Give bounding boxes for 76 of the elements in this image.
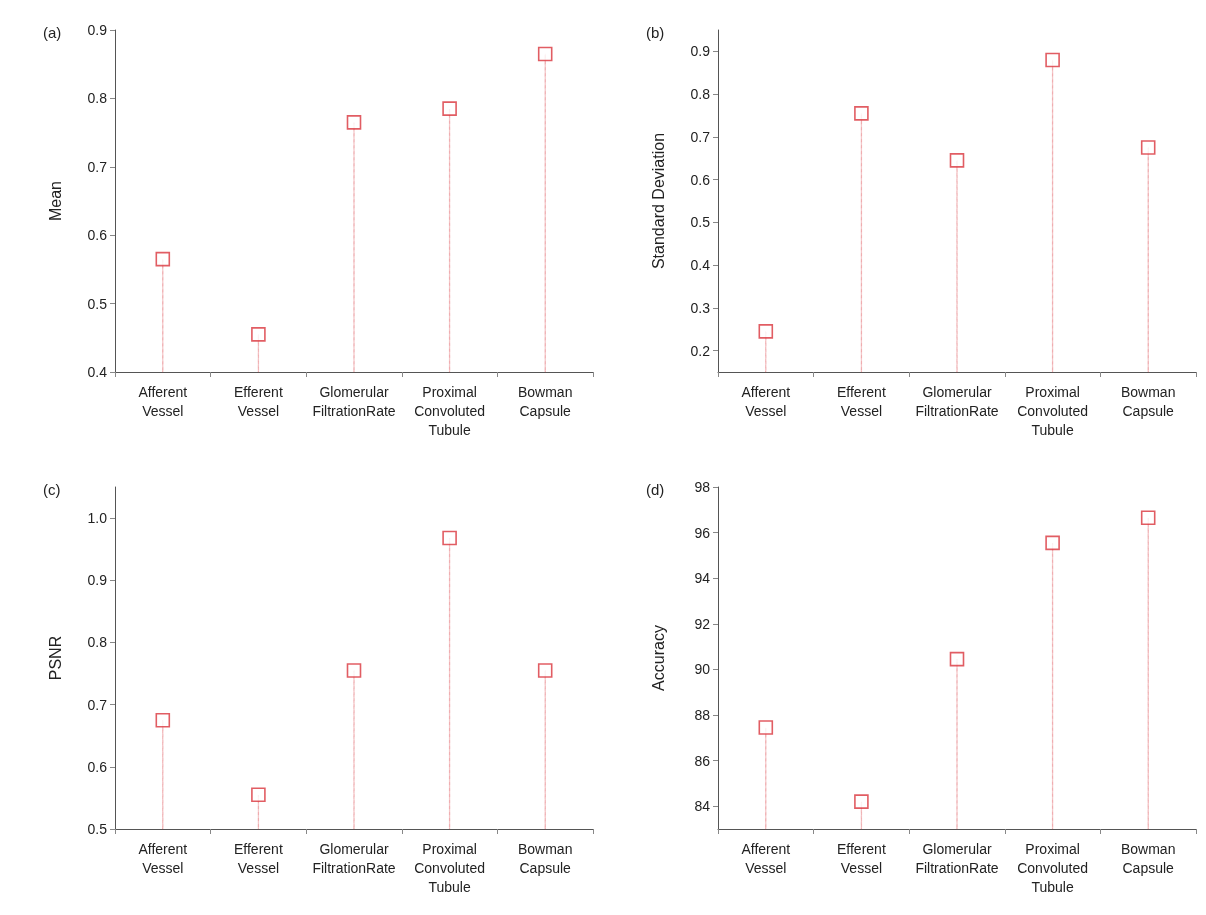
x-tick-label: Bowman Capsule	[1120, 840, 1176, 876]
chart-title: (d)	[646, 481, 665, 498]
y-tick-label: 0.9	[87, 572, 108, 589]
x-tick-label: Bowman Capsule	[517, 840, 573, 876]
point	[537, 663, 553, 678]
point	[1045, 535, 1060, 551]
chart-title: (b)	[646, 24, 665, 41]
point	[1140, 510, 1156, 526]
y-tick-label: 86	[694, 752, 711, 769]
x-tick-label: Afferent Vessel	[138, 383, 188, 419]
y-tick-label: 0.5	[690, 214, 711, 231]
x-tick-label: Glomerular FiltrationRate	[915, 840, 999, 876]
y-tick-label: 0.8	[87, 90, 108, 107]
y-tick-label: 0.4	[87, 364, 108, 380]
point	[949, 651, 965, 667]
x-tick-label: Bowman Capsule	[517, 383, 573, 419]
point	[758, 720, 774, 735]
point	[251, 787, 266, 803]
chart-title: (c)	[43, 481, 61, 498]
x-tick-label: Proximal Convoluted Tubule	[1017, 840, 1089, 895]
y-tick-label: 98	[694, 479, 711, 495]
point	[155, 251, 171, 267]
point	[251, 327, 266, 342]
y-tick-label: 0.9	[87, 22, 108, 38]
y-tick-label: 0.7	[690, 128, 711, 145]
x-tick-label: Efferent Vessel	[234, 383, 283, 419]
y-tick-label: 1.0	[87, 510, 108, 527]
point	[1140, 140, 1156, 155]
point	[346, 663, 362, 678]
y-tick-label: 96	[694, 524, 711, 541]
point	[854, 106, 869, 121]
x-tick-label: Afferent Vessel	[741, 840, 791, 876]
x-tick-label: Glomerular FiltrationRate	[312, 840, 396, 876]
y-tick-label: 90	[694, 661, 711, 678]
y-tick-label: 0.8	[87, 634, 108, 651]
x-tick-label: Efferent Vessel	[234, 840, 283, 876]
point	[1045, 52, 1060, 68]
x-tick-label: Efferent Vessel	[837, 383, 886, 419]
y-tick-label: 0.9	[690, 43, 711, 60]
x-tick-label: Proximal Convoluted Tubule	[414, 383, 486, 438]
y-tick-label: 0.2	[690, 342, 711, 359]
y-tick-label: 94	[694, 570, 711, 587]
x-tick-label: Proximal Convoluted Tubule	[1017, 383, 1089, 438]
point	[758, 324, 774, 339]
y-axis-title: Mean	[46, 180, 64, 222]
x-tick-label: Afferent Vessel	[741, 383, 791, 419]
y-tick-label: 0.6	[690, 171, 711, 188]
y-tick-label: 0.6	[87, 758, 108, 775]
point	[854, 794, 869, 809]
point	[949, 153, 965, 168]
x-tick-label: Glomerular FiltrationRate	[312, 383, 396, 419]
x-tick-label: Bowman Capsule	[1120, 383, 1176, 419]
x-tick-label: Efferent Vessel	[837, 840, 886, 876]
point	[155, 712, 171, 728]
point	[442, 530, 457, 546]
x-tick-label: Glomerular FiltrationRate	[915, 383, 999, 419]
point	[442, 101, 457, 116]
y-tick-label: 0.8	[690, 86, 711, 103]
point	[537, 46, 553, 62]
y-tick-label: 0.5	[87, 821, 108, 837]
y-tick-label: 92	[694, 615, 711, 632]
y-tick-label: 0.6	[87, 227, 108, 244]
y-tick-label: 88	[694, 707, 711, 723]
x-tick-label: Proximal Convoluted Tubule	[414, 840, 486, 895]
y-tick-label: 0.3	[690, 299, 711, 316]
y-tick-label: 0.4	[690, 257, 711, 274]
point	[346, 115, 362, 130]
y-axis-title: Accuracy	[649, 625, 667, 691]
y-tick-label: 0.5	[87, 295, 108, 312]
y-tick-label: 0.7	[87, 158, 108, 175]
y-tick-label: 84	[694, 798, 711, 815]
y-tick-label: 0.7	[87, 696, 108, 713]
y-axis-title: Standard Deviation	[649, 132, 667, 270]
chart-title: (a)	[43, 24, 62, 41]
y-axis-title: PSNR	[46, 635, 64, 681]
x-tick-label: Afferent Vessel	[138, 840, 188, 876]
